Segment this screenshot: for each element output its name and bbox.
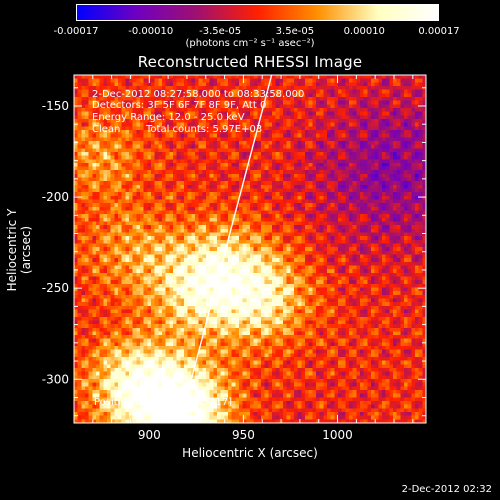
y-tick-label: -250 xyxy=(42,281,69,295)
colorbar xyxy=(76,4,439,21)
total-counts-annotation: Total counts: 5.97E+03 xyxy=(146,124,263,135)
y-tick-label: -200 xyxy=(42,190,69,204)
peak-position-annotation: Position of Peak: [918,-317] xyxy=(94,397,232,408)
plot-frame: 900 950 1000 -150 -200 -250 -300 xyxy=(42,74,427,442)
solar-limb-line xyxy=(182,74,273,411)
y-tick-label: -150 xyxy=(42,99,69,113)
plot-timestamp: 2-Dec-2012 02:32 xyxy=(401,484,492,495)
detectors-annotation: Detectors: 3F 5F 6F 7F 8F 9F, Att 0 xyxy=(92,100,267,111)
colorbar-tick-label: -0.00017 xyxy=(53,26,99,37)
x-tick-label: 900 xyxy=(138,428,161,442)
y-tick-label: -300 xyxy=(42,372,69,386)
colorbar-tick-label: -3.5e-05 xyxy=(199,26,242,37)
x-tick-label: 950 xyxy=(232,428,255,442)
y-axis-label: Heliocentric Y (arcsec) xyxy=(5,208,33,292)
plot-border xyxy=(73,74,427,424)
colorbar-tick-label: 0.00017 xyxy=(418,26,460,37)
energy-range-annotation: Energy Range: 12.0 - 25.0 keV xyxy=(92,112,245,123)
x-axis-label: Heliocentric X (arcsec) xyxy=(182,446,318,460)
clean-method-annotation: Clean xyxy=(92,124,121,135)
heatmap-image xyxy=(74,75,426,423)
x-tick-label: 1000 xyxy=(322,428,353,442)
colorbar-tick-label: 0.00010 xyxy=(343,26,385,37)
colorbar-tick-label: 3.5e-05 xyxy=(275,26,315,37)
plot-title: Reconstructed RHESSI Image xyxy=(137,53,363,71)
colorbar-tick-label: -0.00010 xyxy=(128,26,174,37)
time-range-annotation: 2-Dec-2012 08:27:58.000 to 08:33:58.000 xyxy=(92,89,305,100)
colorbar-units-label: (photons cm⁻² s⁻¹ asec⁻²) xyxy=(185,38,315,49)
